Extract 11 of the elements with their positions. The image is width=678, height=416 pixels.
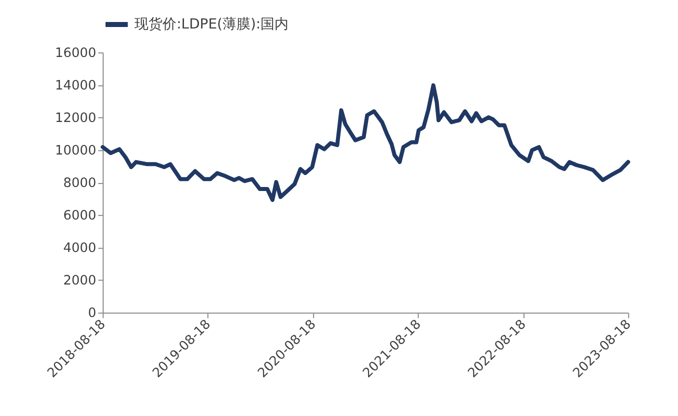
y-tick-label: 10000 <box>54 143 96 158</box>
y-tick-label: 12000 <box>54 110 96 126</box>
legend-label: 现货价:LDPE(薄膜):国内 <box>134 16 289 32</box>
y-tick-label: 16000 <box>54 46 96 61</box>
y-tick-label: 14000 <box>54 78 96 94</box>
y-tick-label: 0 <box>88 306 96 322</box>
y-tick-label: 4000 <box>63 241 96 256</box>
y-tick-label: 6000 <box>63 208 96 224</box>
y-tick-label: 8000 <box>63 176 96 192</box>
y-tick-label: 2000 <box>63 274 96 289</box>
line-series <box>100 83 630 202</box>
